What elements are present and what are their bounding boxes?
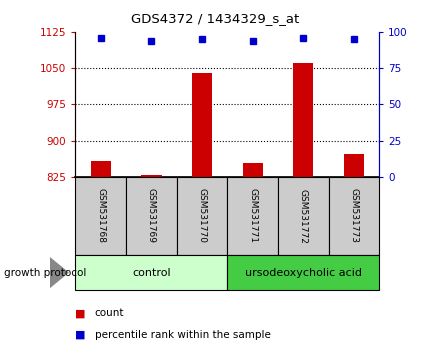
Text: count: count — [95, 308, 124, 318]
Text: GSM531771: GSM531771 — [248, 188, 257, 244]
Bar — [227, 255, 378, 290]
Text: percentile rank within the sample: percentile rank within the sample — [95, 330, 270, 339]
Text: GSM531773: GSM531773 — [349, 188, 358, 244]
Bar — [277, 177, 328, 255]
Text: ■: ■ — [75, 308, 86, 318]
Text: GDS4372 / 1434329_s_at: GDS4372 / 1434329_s_at — [131, 12, 299, 25]
Bar — [227, 177, 277, 255]
Text: GSM531768: GSM531768 — [96, 188, 105, 244]
Bar — [75, 255, 227, 290]
Bar — [75, 177, 126, 255]
Text: ursodeoxycholic acid: ursodeoxycholic acid — [244, 268, 361, 278]
Bar — [141, 175, 161, 177]
Bar — [242, 163, 262, 177]
Bar — [343, 154, 363, 177]
Bar — [90, 161, 111, 177]
Bar — [328, 177, 378, 255]
Text: GSM531772: GSM531772 — [298, 188, 307, 244]
Text: GSM531770: GSM531770 — [197, 188, 206, 244]
Text: control: control — [132, 268, 170, 278]
Text: growth protocol: growth protocol — [4, 268, 86, 278]
Bar — [176, 177, 227, 255]
Polygon shape — [49, 257, 69, 289]
Bar — [126, 177, 176, 255]
Bar — [191, 73, 212, 177]
Bar — [292, 63, 313, 177]
Text: ■: ■ — [75, 330, 86, 339]
Text: GSM531769: GSM531769 — [147, 188, 156, 244]
